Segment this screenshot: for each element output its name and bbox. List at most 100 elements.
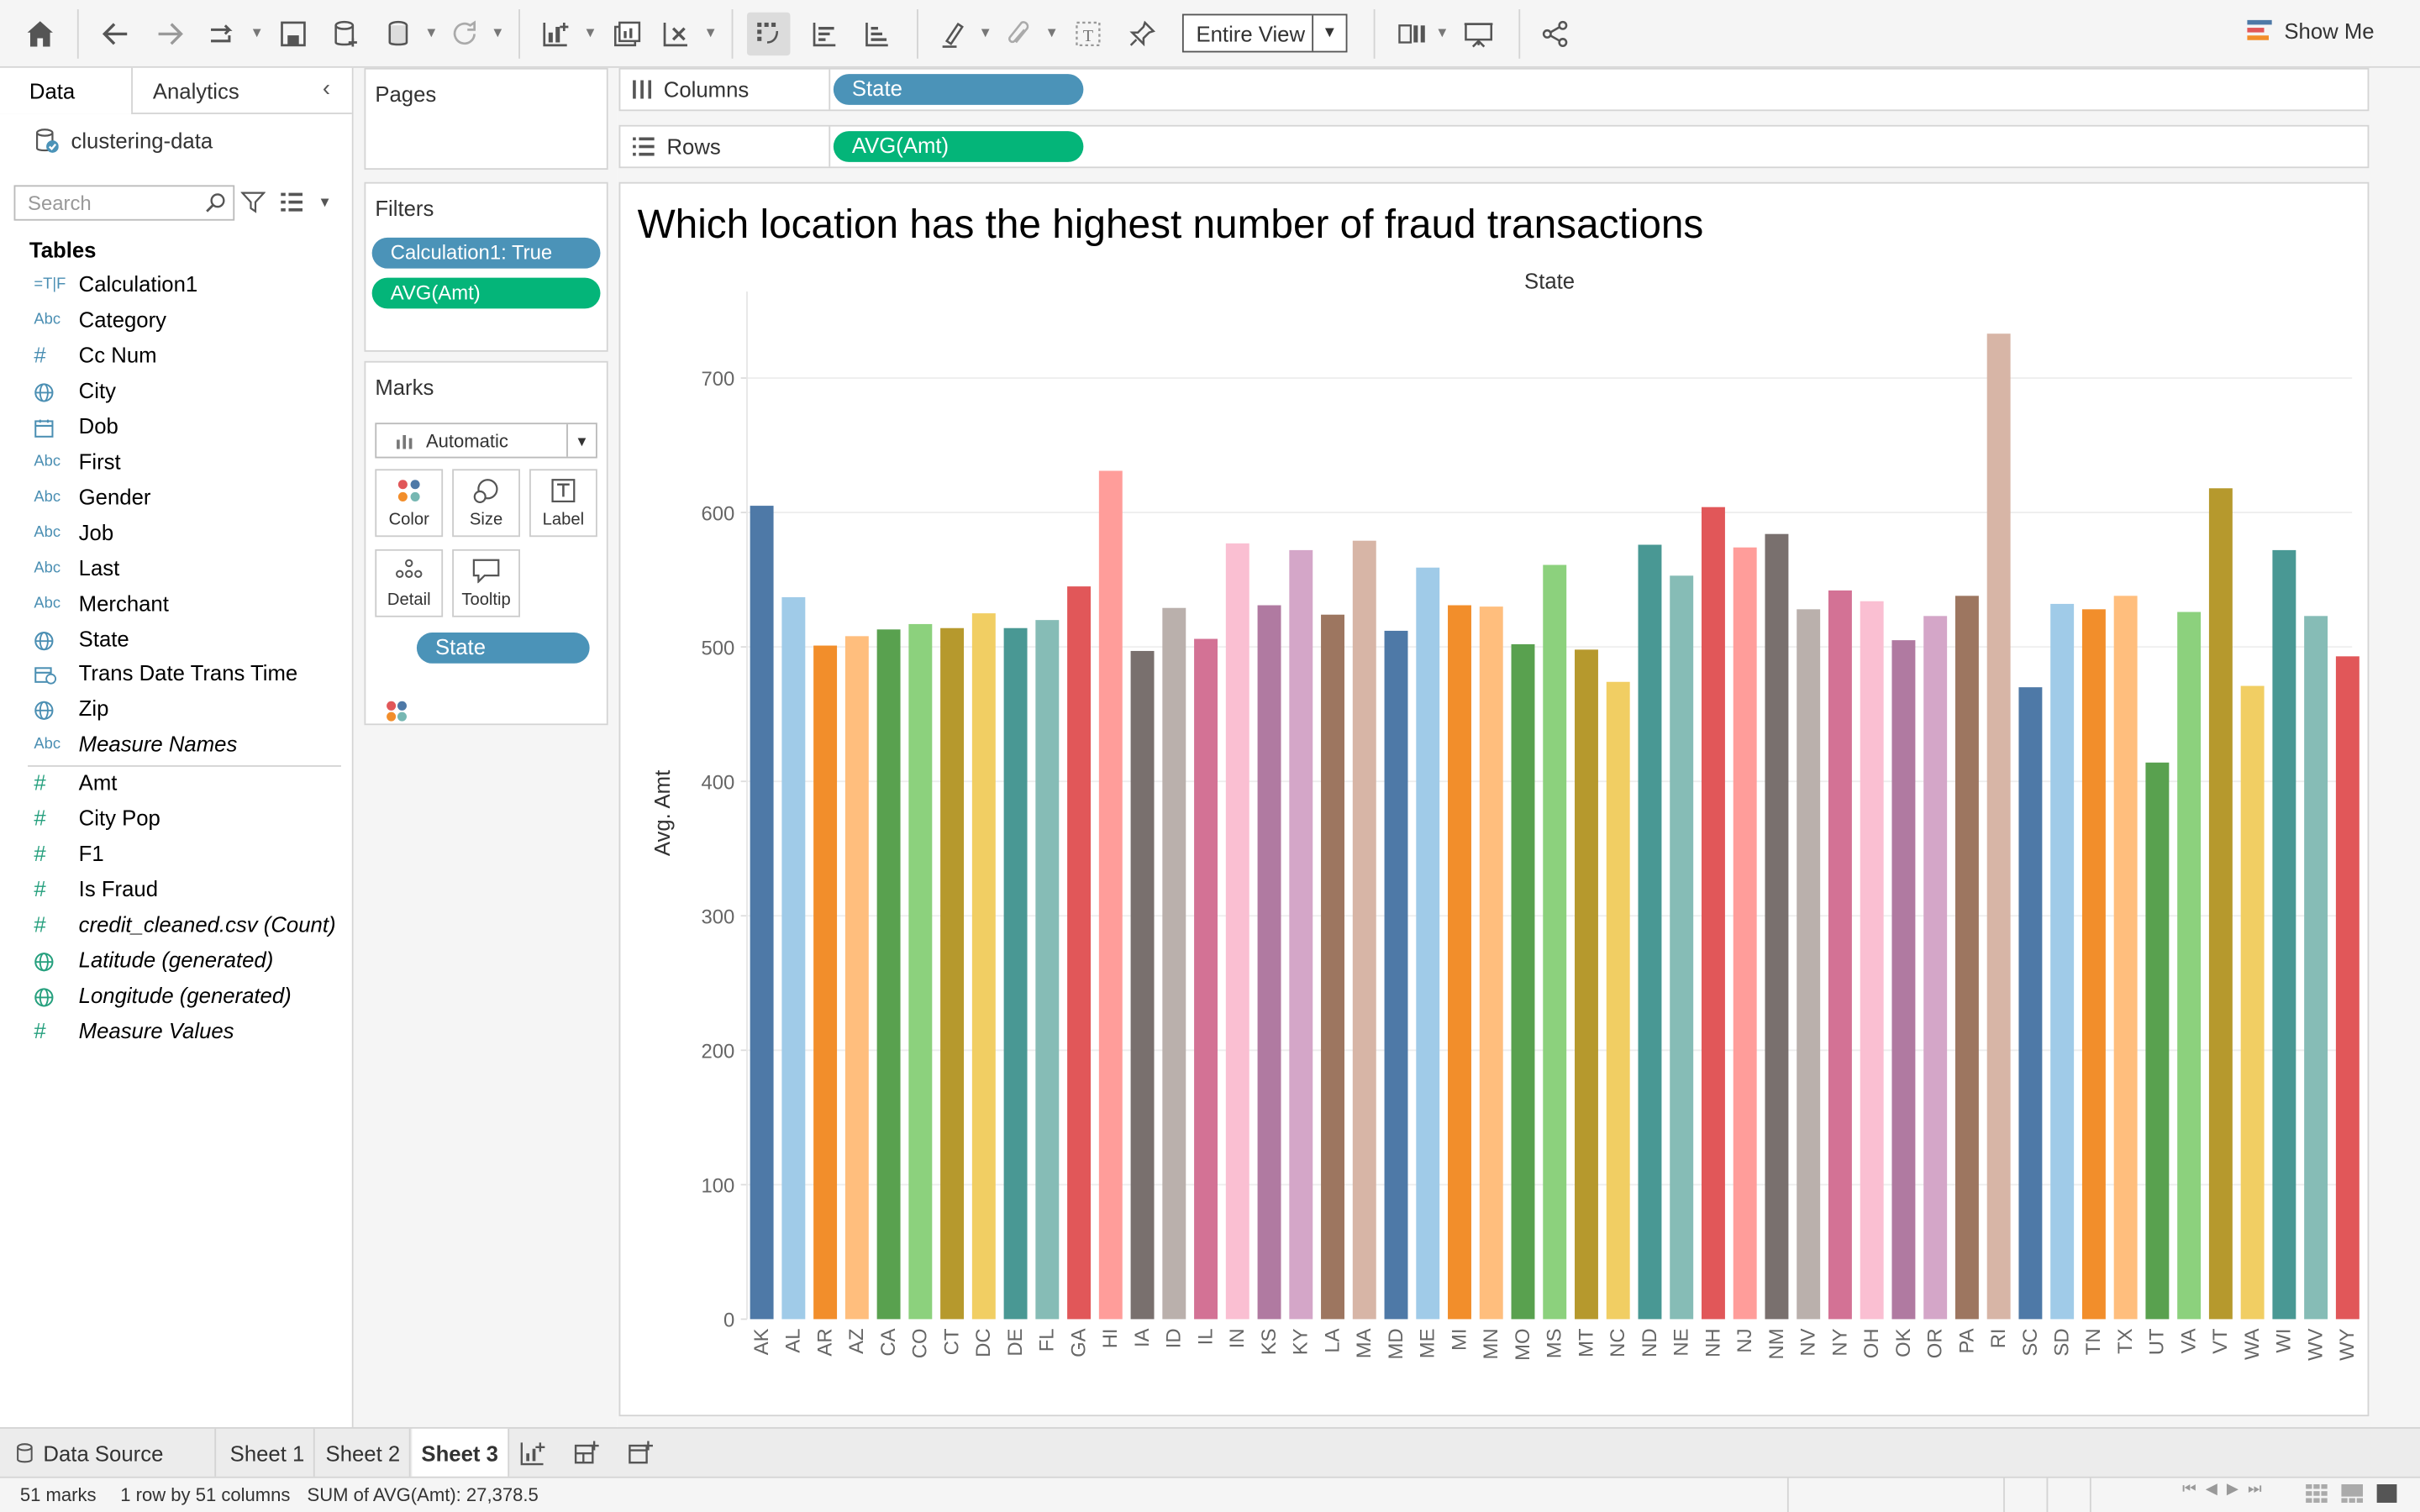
grid-view-icon[interactable] bbox=[2306, 1483, 2328, 1508]
highlight-icon[interactable] bbox=[932, 13, 975, 55]
tooltip-button[interactable]: Tooltip bbox=[452, 549, 520, 617]
tab-data-source[interactable]: Data Source bbox=[6, 1428, 217, 1478]
tab-analytics[interactable]: Analytics bbox=[152, 78, 239, 104]
refresh-icon[interactable] bbox=[443, 13, 486, 55]
field-item[interactable]: Abc Job bbox=[0, 517, 352, 551]
field-item[interactable]: Abc Gender bbox=[0, 482, 352, 516]
field-item[interactable]: # Measure Values bbox=[0, 1016, 352, 1050]
search-input[interactable]: Search bbox=[13, 185, 235, 221]
filmstrip-view-icon[interactable] bbox=[2341, 1483, 2364, 1508]
field-name: Trans Date Trans Time bbox=[78, 660, 298, 686]
chevron-down-icon[interactable]: ▼ bbox=[978, 24, 992, 40]
field-item[interactable]: Abc Last bbox=[0, 554, 352, 587]
bar-wy bbox=[2335, 656, 2360, 1320]
number-type-icon: # bbox=[34, 911, 46, 937]
field-item[interactable]: Abc First bbox=[0, 447, 352, 480]
collapse-pane-icon[interactable]: ‹ bbox=[322, 76, 331, 102]
tab-sheet-1[interactable]: Sheet 1 bbox=[221, 1428, 316, 1478]
columns-shelf[interactable]: Columns State bbox=[618, 67, 2370, 112]
sort-ascending-icon[interactable] bbox=[802, 13, 845, 55]
mark-type-dropdown[interactable]: Automatic ▼ bbox=[375, 423, 597, 459]
pin-icon[interactable] bbox=[1120, 13, 1163, 55]
sort-descending-icon[interactable] bbox=[855, 13, 898, 55]
share-icon[interactable] bbox=[1534, 13, 1577, 55]
show-cards-icon[interactable] bbox=[1391, 13, 1434, 55]
replay-icon[interactable] bbox=[201, 13, 244, 55]
datasource-item[interactable]: clustering-data bbox=[34, 127, 213, 155]
view-list-icon[interactable] bbox=[279, 192, 303, 213]
chevron-down-icon[interactable]: ▼ bbox=[250, 24, 264, 40]
field-item[interactable]: Longitude (generated) bbox=[0, 981, 352, 1015]
color-button[interactable]: Color bbox=[375, 469, 444, 538]
tabs-view-icon[interactable] bbox=[2376, 1483, 2397, 1508]
datasource-icon[interactable] bbox=[376, 13, 419, 55]
redo-icon[interactable] bbox=[148, 13, 191, 55]
field-item[interactable]: =T|F Calculation1 bbox=[0, 270, 352, 303]
undo-icon[interactable] bbox=[94, 13, 137, 55]
field-item[interactable]: # Amt bbox=[0, 769, 352, 802]
filter-icon[interactable] bbox=[240, 190, 266, 214]
string-type-icon: Abc bbox=[34, 311, 61, 329]
new-dashboard-tab[interactable] bbox=[563, 1429, 609, 1478]
field-item[interactable]: Zip bbox=[0, 695, 352, 728]
clear-sheet-icon[interactable] bbox=[655, 13, 697, 55]
tab-sheet-2[interactable]: Sheet 2 bbox=[317, 1428, 412, 1478]
show-labels-icon[interactable]: T bbox=[1066, 13, 1109, 55]
fit-dropdown[interactable]: Entire View ▼ bbox=[1181, 13, 1348, 53]
columns-pill-state[interactable]: State bbox=[833, 74, 1084, 105]
field-item[interactable]: # City Pop bbox=[0, 804, 352, 837]
chevron-down-icon[interactable]: ▼ bbox=[424, 24, 439, 40]
chevron-down-icon[interactable]: ▼ bbox=[703, 24, 718, 40]
show-me-button[interactable]: Show Me bbox=[2247, 18, 2375, 43]
field-item[interactable]: # Cc Num bbox=[0, 341, 352, 375]
vertical-scrollbar[interactable] bbox=[2370, 67, 2420, 1427]
chart-view: Which location has the highest number of… bbox=[618, 181, 2370, 1417]
field-item[interactable]: Dob bbox=[0, 412, 352, 445]
rows-shelf[interactable]: Rows AVG(Amt) bbox=[618, 124, 2370, 169]
new-story-tab[interactable] bbox=[618, 1429, 664, 1478]
size-button[interactable]: Size bbox=[452, 469, 520, 538]
chevron-down-icon[interactable]: ▼ bbox=[1312, 15, 1345, 51]
field-item[interactable]: # Is Fraud bbox=[0, 874, 352, 908]
field-item[interactable]: Trans Date Trans Time bbox=[0, 659, 352, 693]
chevron-down-icon[interactable]: ▼ bbox=[1435, 24, 1449, 40]
chevron-down-icon[interactable]: ▼ bbox=[1044, 24, 1059, 40]
chevron-down-icon[interactable]: ▼ bbox=[566, 424, 596, 457]
sheet-navigation-icon[interactable]: ⏮◀▶⏭ bbox=[2182, 1481, 2271, 1499]
new-datasource-icon[interactable] bbox=[324, 13, 367, 55]
filters-card[interactable]: Filters Calculation1: True AVG(Amt) bbox=[364, 181, 608, 352]
group-members-icon[interactable] bbox=[998, 13, 1041, 55]
field-name: Amt bbox=[78, 769, 118, 795]
duplicate-sheet-icon[interactable] bbox=[605, 13, 648, 55]
tab-sheet-3[interactable]: Sheet 3 bbox=[412, 1428, 509, 1478]
swap-axes-icon[interactable] bbox=[746, 12, 791, 56]
chevron-down-icon[interactable]: ▼ bbox=[318, 194, 332, 210]
detail-button[interactable]: Detail bbox=[375, 549, 444, 617]
pages-card[interactable]: Pages bbox=[364, 67, 608, 171]
field-item[interactable]: Abc Merchant bbox=[0, 589, 352, 622]
new-worksheet-icon[interactable] bbox=[534, 13, 577, 55]
home-icon[interactable] bbox=[18, 13, 61, 55]
field-item[interactable]: Abc Category bbox=[0, 306, 352, 339]
rows-pill-avg-amt[interactable]: AVG(Amt) bbox=[833, 131, 1084, 162]
tab-data[interactable]: Data bbox=[29, 78, 76, 104]
chevron-down-icon[interactable]: ▼ bbox=[491, 24, 505, 40]
field-item[interactable]: # credit_cleaned.csv (Count) bbox=[0, 910, 352, 943]
field-name: Last bbox=[78, 554, 120, 580]
save-icon[interactable] bbox=[271, 13, 314, 55]
presentation-mode-icon[interactable] bbox=[1457, 13, 1500, 55]
chevron-down-icon[interactable]: ▼ bbox=[583, 24, 597, 40]
filter-pill-avg-amt[interactable]: AVG(Amt) bbox=[371, 277, 601, 309]
number-type-icon: # bbox=[34, 1017, 46, 1042]
field-item[interactable]: # F1 bbox=[0, 839, 352, 873]
filter-pill-calculation1[interactable]: Calculation1: True bbox=[371, 237, 601, 269]
new-worksheet-tab[interactable] bbox=[509, 1429, 555, 1478]
field-item[interactable]: State bbox=[0, 624, 352, 658]
field-item[interactable]: Latitude (generated) bbox=[0, 945, 352, 979]
field-item[interactable]: City bbox=[0, 376, 352, 410]
field-item[interactable]: Abc Measure Names bbox=[0, 730, 352, 764]
datasource-name: clustering-data bbox=[71, 128, 213, 153]
label-button[interactable]: Label bbox=[529, 469, 597, 538]
marks-pill-state[interactable]: State bbox=[416, 633, 590, 664]
bar-ms bbox=[1543, 564, 1567, 1320]
